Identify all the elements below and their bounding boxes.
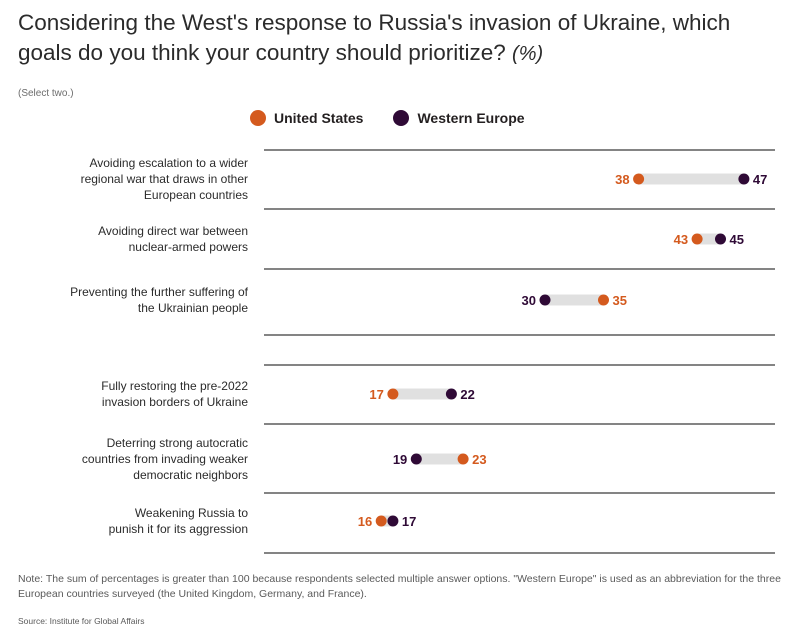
value-label-united-states: 35 xyxy=(613,293,627,308)
chart-subtitle: (Select two.) xyxy=(18,88,74,99)
legend-item-we: Western Europe xyxy=(393,110,525,126)
row-label-line: Deterring strong autocratic xyxy=(106,436,248,450)
footnote: Note: The sum of percentages is greater … xyxy=(18,573,781,600)
legend-label-us: United States xyxy=(274,110,364,126)
dot-united-states xyxy=(387,388,399,400)
value-label-western-europe: 19 xyxy=(393,452,407,467)
row-label-line: Weakening Russia to xyxy=(134,506,248,520)
value-label-western-europe: 17 xyxy=(402,514,416,529)
row-label-line: the Ukrainian people xyxy=(137,301,248,315)
value-label-united-states: 16 xyxy=(358,514,372,529)
value-label-western-europe: 30 xyxy=(522,293,536,308)
dot-united-states xyxy=(375,515,387,527)
legend-swatch-we xyxy=(393,110,410,126)
row-label: Avoiding direct war between nuclear-armed… xyxy=(20,223,248,255)
value-label-united-states: 17 xyxy=(369,387,383,402)
legend-swatch-us xyxy=(250,110,266,126)
row-label: Avoiding escalation to a wider regional w… xyxy=(20,155,248,203)
dot-western-europe xyxy=(715,233,726,245)
source-note: Source: Institute for Global Affairs xyxy=(18,616,145,626)
row-label: Fully restoring the pre-2022 invasion bor… xyxy=(20,378,248,410)
range-connector xyxy=(697,233,721,245)
value-label-western-europe: 22 xyxy=(460,387,474,402)
dot-western-europe xyxy=(738,173,750,185)
range-connector xyxy=(381,515,393,527)
value-label-united-states: 38 xyxy=(615,172,629,187)
row-label: Deterring strong autocratic countries fro… xyxy=(20,435,248,483)
value-label-united-states: 23 xyxy=(472,452,486,467)
dot-united-states xyxy=(457,453,469,465)
dot-western-europe xyxy=(445,388,457,400)
dot-western-europe xyxy=(539,294,551,306)
row-label-line: Fully restoring the pre-2022 xyxy=(101,379,248,393)
chart-title-text: Considering the West's response to Russi… xyxy=(18,10,731,65)
row-label-line: nuclear-armed powers xyxy=(128,240,248,254)
row-label-line: democratic neighbors xyxy=(133,468,248,482)
legend-item-us: United States xyxy=(250,110,363,126)
chart-title: Considering the West's response to Russi… xyxy=(18,8,788,69)
range-connector xyxy=(545,294,604,306)
value-label-united-states: 43 xyxy=(674,232,688,247)
row-label-line: invasion borders of Ukraine xyxy=(101,395,248,409)
dot-united-states xyxy=(691,233,703,245)
row-label: Weakening Russia to punish it for its agg… xyxy=(20,505,248,537)
row-label-line: European countries xyxy=(143,188,248,202)
legend-label-we: Western Europe xyxy=(417,110,525,126)
row-label-line: countries from invading weaker xyxy=(81,452,248,466)
row-label: Preventing the further suffering of the U… xyxy=(20,284,248,316)
legend: United States Western Europe xyxy=(250,110,525,126)
row-label-line: regional war that draws in other xyxy=(80,172,248,186)
value-label-western-europe: 45 xyxy=(730,232,744,247)
range-connector xyxy=(392,388,452,400)
dot-united-states xyxy=(633,173,645,185)
row-label-line: Avoiding direct war between xyxy=(98,224,248,238)
dot-western-europe xyxy=(410,453,422,465)
row-label-line: Preventing the further suffering of xyxy=(70,285,248,299)
range-connector xyxy=(416,453,464,465)
range-connector xyxy=(638,173,744,185)
chart-title-unit: (%) xyxy=(512,43,544,65)
row-label-line: Avoiding escalation to a wider xyxy=(89,156,248,170)
value-label-western-europe: 47 xyxy=(753,172,767,187)
dot-western-europe xyxy=(387,515,399,527)
dot-united-states xyxy=(598,294,609,306)
row-label-line: punish it for its aggression xyxy=(108,522,248,536)
